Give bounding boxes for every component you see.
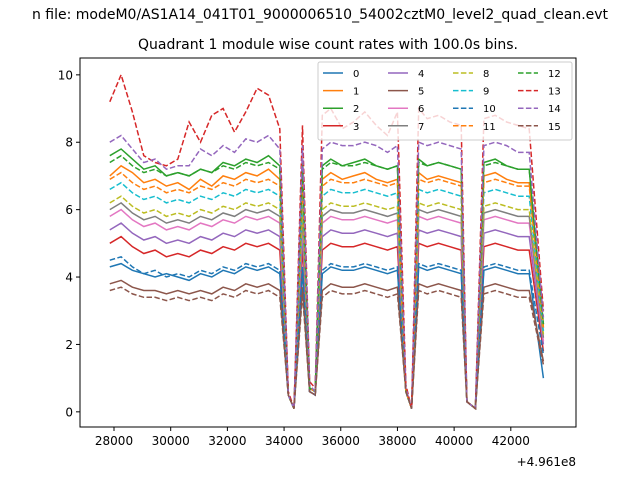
x-tick-label: 40000: [435, 434, 473, 448]
legend-label-12: 12: [548, 69, 561, 80]
legend-label-4: 4: [418, 69, 424, 80]
series-line-8: [109, 195, 545, 411]
chart-title: Quadrant 1 module wise count rates with …: [138, 37, 518, 53]
legend-label-15: 15: [548, 122, 561, 133]
legend-label-14: 14: [548, 104, 561, 115]
legend-label-3: 3: [353, 122, 359, 133]
legend-label-5: 5: [418, 87, 424, 98]
x-tick-label: 38000: [378, 434, 416, 448]
y-tick-label: 2: [65, 338, 73, 352]
legend-label-13: 13: [548, 87, 561, 98]
legend-label-9: 9: [483, 87, 489, 98]
legend-label-6: 6: [418, 104, 424, 115]
x-tick-label: 28000: [95, 434, 133, 448]
y-tick-label: 0: [65, 405, 73, 419]
x-tick-label: 36000: [322, 434, 360, 448]
x-tick-label: 32000: [208, 434, 246, 448]
legend-label-10: 10: [483, 104, 496, 115]
legend-label-0: 0: [353, 69, 359, 80]
series-lines: [109, 72, 545, 411]
plot-frame: [79, 57, 577, 428]
legend-label-1: 1: [353, 87, 359, 98]
legend-label-8: 8: [483, 69, 489, 80]
y-tick-label: 8: [65, 136, 73, 150]
x-axis-offset-label: +4.961e8: [517, 455, 576, 469]
legend-label-2: 2: [353, 104, 359, 115]
y-tick-label: 10: [58, 68, 73, 82]
y-tick-label: 6: [65, 203, 73, 217]
legend-label-11: 11: [483, 122, 496, 133]
y-axis: 0 2 4 6 8 10: [58, 68, 80, 419]
x-tick-label: 30000: [152, 434, 190, 448]
legend-box: [317, 61, 573, 141]
x-axis: 28000 30000 32000 34000 36000 38000 40000 42000: [95, 427, 530, 448]
legend-label-7: 7: [418, 122, 424, 133]
series-line-12: [109, 154, 545, 411]
x-tick-label: 42000: [492, 434, 530, 448]
x-tick-label: 34000: [265, 434, 303, 448]
series-line-15: [109, 286, 545, 410]
y-tick-label: 4: [65, 271, 73, 285]
series-line-14: [109, 134, 545, 411]
chart-suptitle: n file: modeM0/AS1A14_041T01_9000006510_…: [32, 7, 609, 23]
